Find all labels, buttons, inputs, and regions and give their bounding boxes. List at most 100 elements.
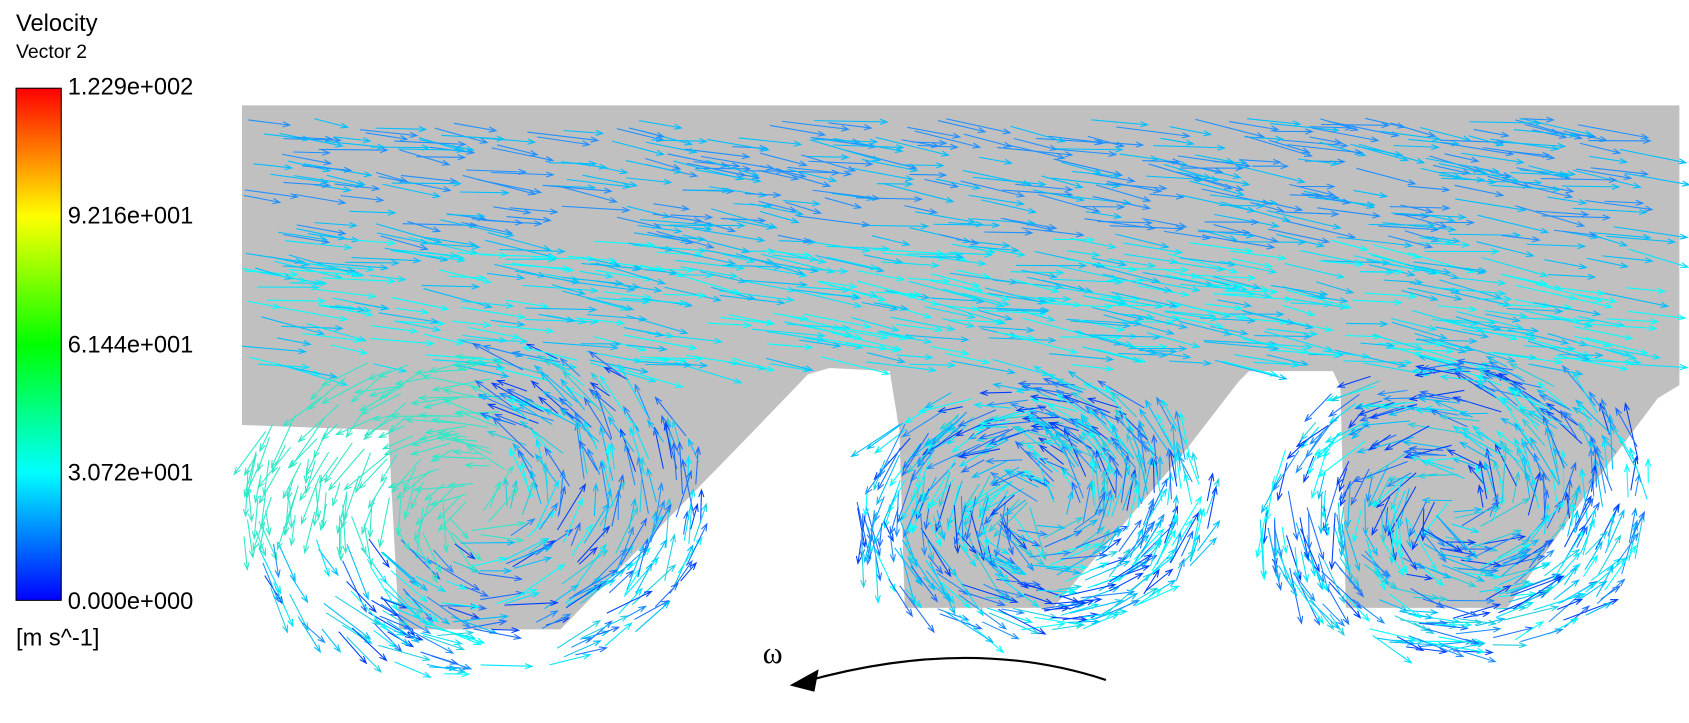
vector-arrow bbox=[570, 521, 581, 546]
vector-arrow bbox=[462, 174, 537, 196]
vector-arrow bbox=[1079, 319, 1126, 332]
vector-arrow bbox=[765, 357, 814, 372]
vector-arrow bbox=[961, 480, 1013, 514]
vector-arrow bbox=[1116, 126, 1191, 139]
vector-arrow bbox=[1344, 483, 1352, 529]
vector-arrow bbox=[397, 146, 466, 154]
vector-arrow bbox=[1456, 310, 1524, 330]
vector-arrow bbox=[905, 334, 970, 343]
vector-arrow bbox=[1050, 285, 1124, 300]
vector-arrow bbox=[1455, 316, 1503, 331]
vector-arrow bbox=[609, 569, 635, 594]
vector-arrow bbox=[1042, 378, 1069, 388]
vector-arrow bbox=[622, 334, 698, 351]
vector-arrow bbox=[1084, 405, 1107, 426]
vector-arrow bbox=[914, 130, 982, 149]
vector-arrow bbox=[247, 491, 255, 523]
vector-arrow bbox=[245, 455, 257, 499]
vector-arrow bbox=[1372, 635, 1413, 664]
vector-arrow bbox=[808, 160, 874, 167]
vector-arrow bbox=[1455, 277, 1507, 286]
vector-arrow bbox=[383, 437, 427, 456]
vector-arrow bbox=[1105, 183, 1168, 192]
vector-arrow bbox=[1443, 554, 1474, 562]
vector-arrow bbox=[624, 442, 636, 486]
vector-arrow bbox=[930, 346, 971, 356]
vector-arrow bbox=[1146, 332, 1201, 349]
vector-arrow bbox=[805, 325, 863, 340]
vector-arrow bbox=[1628, 248, 1689, 269]
vector-arrow bbox=[1150, 535, 1162, 566]
vector-arrow bbox=[287, 438, 318, 469]
colorbar bbox=[15, 87, 62, 601]
vector-arrow bbox=[675, 259, 746, 271]
vector-arrow bbox=[373, 622, 403, 653]
vector-arrow bbox=[1576, 580, 1608, 602]
vector-arrow bbox=[1497, 538, 1531, 559]
vector-arrow bbox=[909, 449, 935, 483]
vector-arrow bbox=[1195, 118, 1266, 139]
vector-arrow bbox=[1222, 360, 1279, 377]
vector-arrow bbox=[536, 479, 560, 528]
vector-arrow bbox=[909, 362, 957, 369]
vector-arrow bbox=[899, 547, 916, 606]
vector-arrow bbox=[661, 247, 737, 266]
vector-arrow bbox=[1456, 617, 1498, 626]
vector-arrow bbox=[1390, 317, 1438, 331]
vector-arrow bbox=[1014, 440, 1055, 482]
vector-arrow bbox=[653, 203, 691, 212]
vector-arrow bbox=[495, 366, 549, 382]
vector-arrow bbox=[441, 602, 481, 610]
vector-arrow bbox=[462, 334, 508, 344]
vector-arrow bbox=[695, 165, 752, 172]
vector-arrow bbox=[300, 474, 321, 526]
vector-arrow bbox=[1417, 396, 1460, 404]
vector-arrow bbox=[948, 251, 994, 258]
vector-arrow bbox=[409, 442, 451, 456]
vector-arrow bbox=[1550, 292, 1614, 309]
vector-arrow bbox=[442, 503, 450, 554]
vector-arrow bbox=[1144, 568, 1174, 592]
vector-arrow bbox=[1189, 180, 1246, 197]
vector-arrow bbox=[1573, 509, 1580, 533]
vector-arrow bbox=[1414, 368, 1457, 378]
vector-arrow bbox=[997, 331, 1037, 341]
vector-arrow bbox=[1062, 425, 1102, 459]
vector-arrow bbox=[850, 424, 901, 458]
vector-arrow bbox=[905, 540, 914, 565]
vector-arrow bbox=[1573, 325, 1634, 341]
vector-arrow bbox=[640, 264, 686, 278]
vector-arrow bbox=[312, 477, 323, 527]
vector-arrow bbox=[559, 357, 581, 377]
vector-arrow bbox=[1352, 461, 1408, 483]
vector-arrow bbox=[576, 525, 611, 563]
vector-arrow bbox=[1308, 599, 1341, 630]
vector-arrow bbox=[1488, 179, 1543, 186]
vector-arrow bbox=[1423, 405, 1467, 413]
vector-arrow bbox=[1281, 304, 1316, 317]
vector-arrow bbox=[1481, 543, 1532, 568]
vector-arrow bbox=[490, 319, 526, 327]
vector-arrow bbox=[1557, 461, 1577, 513]
vector-arrow bbox=[1260, 528, 1267, 581]
vector-arrow bbox=[687, 162, 747, 178]
vector-arrow bbox=[1463, 346, 1517, 363]
vector-arrow bbox=[1390, 122, 1437, 138]
vector-arrow bbox=[1044, 600, 1087, 612]
vector-arrow bbox=[978, 409, 1036, 426]
vector-arrow bbox=[305, 455, 316, 477]
vector-arrow bbox=[1272, 450, 1300, 492]
vector-arrow bbox=[1434, 219, 1476, 226]
vector-arrow bbox=[1186, 174, 1233, 190]
vector-arrow bbox=[557, 485, 567, 517]
vector-arrow bbox=[486, 431, 527, 446]
vector-arrow bbox=[561, 205, 631, 213]
vector-arrow bbox=[851, 317, 901, 332]
vector-arrow bbox=[950, 416, 975, 434]
vector-arrow bbox=[1228, 121, 1280, 132]
vector-arrow bbox=[655, 481, 664, 521]
vector-arrow bbox=[1628, 507, 1638, 543]
vector-arrow bbox=[1106, 437, 1132, 467]
vector-arrow bbox=[972, 176, 1047, 187]
vector-arrow bbox=[957, 409, 997, 427]
